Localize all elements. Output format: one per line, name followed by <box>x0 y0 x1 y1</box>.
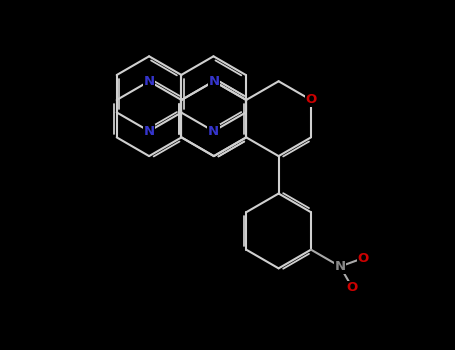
Text: N: N <box>334 260 346 273</box>
Text: O: O <box>305 93 317 106</box>
Text: N: N <box>143 125 155 138</box>
Text: N: N <box>143 75 155 88</box>
Text: O: O <box>358 252 369 265</box>
Text: O: O <box>347 281 358 294</box>
Text: N: N <box>208 75 219 88</box>
Text: N: N <box>208 125 219 138</box>
